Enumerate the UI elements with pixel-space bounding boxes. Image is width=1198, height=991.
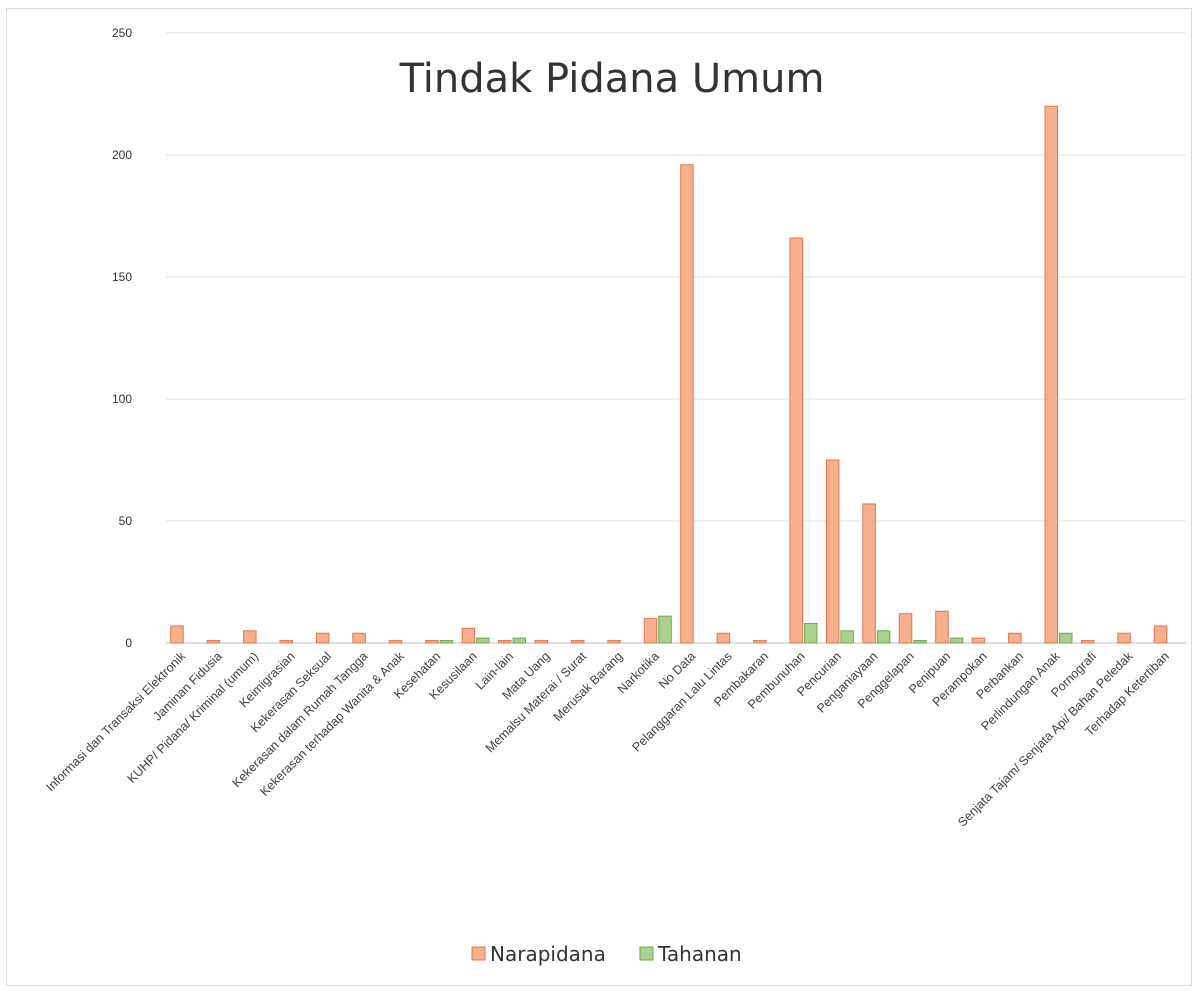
bar-narapidana xyxy=(206,640,221,644)
x-axis-ticks: Informasi dan Transaksi ElektronikJamina… xyxy=(43,649,1172,830)
bar-tahanan xyxy=(658,615,672,644)
bar-narapidana xyxy=(570,640,585,644)
x-tick-label: KUHP/ Pidana/ Kriminal (umum) xyxy=(125,649,262,786)
bar-tahanan xyxy=(476,637,490,644)
bar-narapidana xyxy=(498,640,512,644)
bar-narapidana xyxy=(534,640,548,644)
gridlines xyxy=(166,32,1186,644)
bar-narapidana xyxy=(1080,640,1095,644)
bar-tahanan xyxy=(1059,632,1073,644)
bar-narapidana xyxy=(1008,632,1022,644)
bar-tahanan xyxy=(512,637,527,644)
bar-narapidana xyxy=(898,613,913,644)
chart-title: Tindak Pidana Umum xyxy=(399,56,825,102)
legend-swatch-narapidana xyxy=(471,946,486,961)
legend-swatch-tahanan xyxy=(639,946,654,961)
bar-narapidana xyxy=(388,640,403,644)
bar-narapidana xyxy=(789,237,803,644)
legend: Narapidana Tahanan xyxy=(471,942,742,966)
x-tick-label: Kekerasan dalam Rumah Tangga xyxy=(230,649,371,790)
y-tick-label: 100 xyxy=(112,392,132,406)
bar-narapidana xyxy=(753,640,767,644)
bar-narapidana xyxy=(1117,632,1131,644)
bar-narapidana xyxy=(1153,625,1168,644)
bar-tahanan xyxy=(840,630,854,644)
y-axis-ticks: 0 50 100 150 200 250 xyxy=(112,26,132,650)
bar-tahanan xyxy=(804,622,818,644)
bar-narapidana xyxy=(971,637,986,644)
bar-narapidana xyxy=(607,640,621,644)
chart-frame xyxy=(6,8,1192,986)
x-tick-label: Informasi dan Transaksi Elektronik xyxy=(43,649,189,795)
y-tick-label: 150 xyxy=(112,270,132,284)
bars xyxy=(170,105,1168,644)
y-tick-label: 0 xyxy=(125,636,132,650)
y-tick-label: 200 xyxy=(112,148,132,162)
bar-narapidana xyxy=(643,618,658,644)
bar-narapidana xyxy=(680,164,694,644)
bar-narapidana xyxy=(461,627,476,644)
legend-label-narapidana: Narapidana xyxy=(490,942,606,966)
bar-narapidana xyxy=(825,459,840,644)
bar-narapidana xyxy=(935,610,949,644)
bar-narapidana xyxy=(279,640,293,644)
bar-narapidana xyxy=(170,625,184,644)
bar-tahanan xyxy=(439,640,454,644)
bar-tahanan xyxy=(949,637,964,644)
bar-narapidana xyxy=(352,632,366,644)
bar-narapidana xyxy=(862,503,876,644)
bar-narapidana xyxy=(716,632,731,644)
y-tick-label: 250 xyxy=(112,26,132,40)
bar-narapidana xyxy=(1044,105,1058,644)
bar-narapidana xyxy=(425,640,439,644)
legend-label-tahanan: Tahanan xyxy=(657,942,742,966)
bar-narapidana xyxy=(315,632,330,644)
bar-tahanan xyxy=(913,640,927,644)
bar-narapidana xyxy=(243,630,257,644)
y-tick-label: 50 xyxy=(119,514,133,528)
bar-tahanan xyxy=(876,630,891,644)
